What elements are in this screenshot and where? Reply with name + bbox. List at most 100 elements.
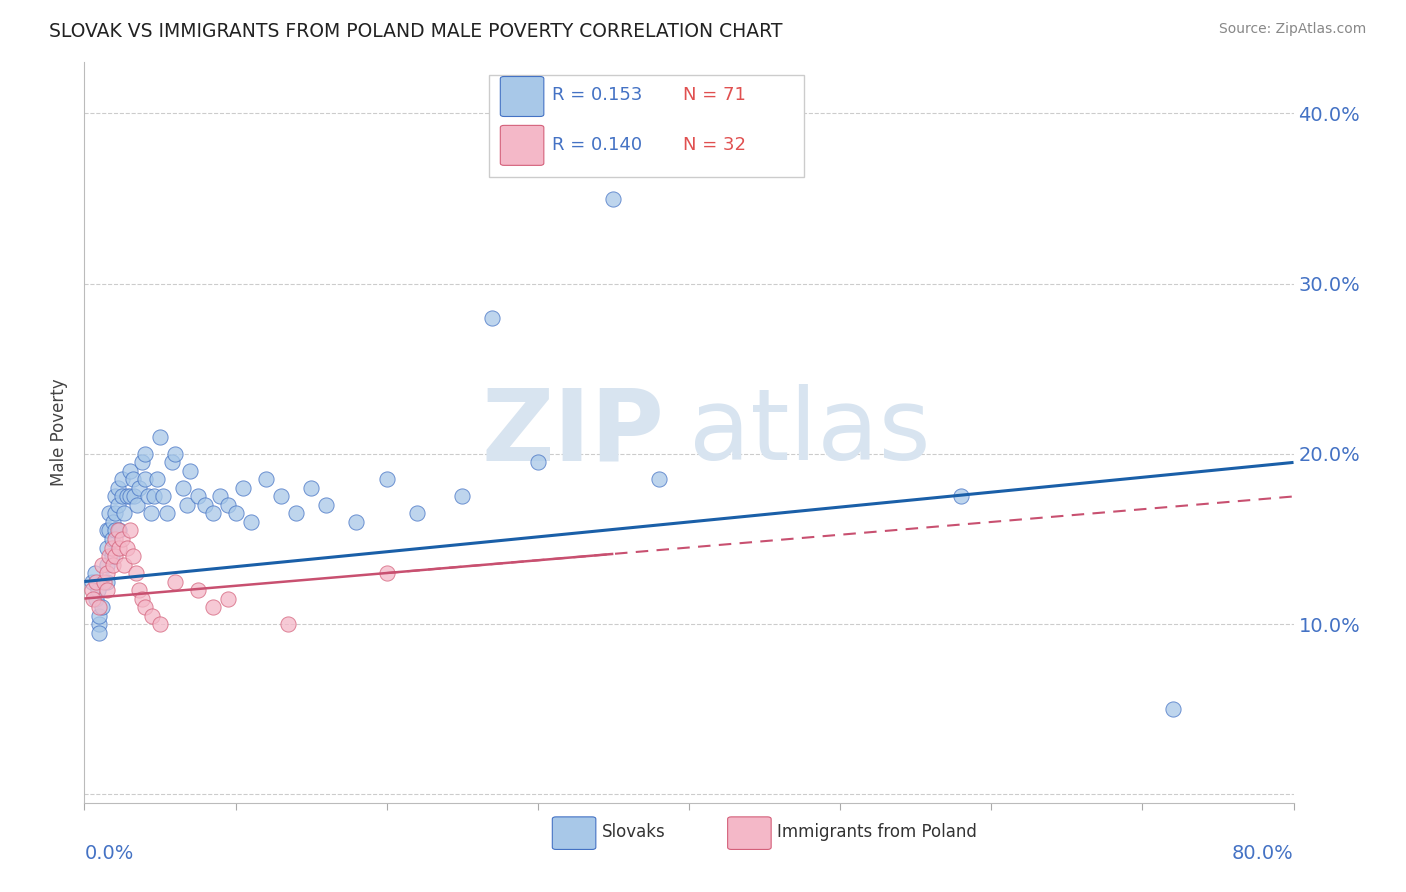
Point	[96, 582, 118, 597]
Point	[131, 455, 153, 469]
Point	[125, 566, 148, 580]
Point	[89, 617, 111, 632]
Point	[172, 481, 194, 495]
Point	[111, 472, 134, 486]
Text: 0.0%: 0.0%	[84, 844, 134, 863]
Point	[82, 591, 104, 606]
Point	[89, 608, 111, 623]
Point	[80, 582, 103, 597]
Point	[346, 515, 368, 529]
Point	[239, 515, 262, 529]
Point	[134, 472, 156, 486]
Text: 80.0%: 80.0%	[1232, 844, 1294, 863]
Point	[104, 524, 127, 538]
Point	[122, 490, 145, 504]
Point	[91, 558, 114, 572]
Point	[101, 558, 124, 572]
Point	[451, 490, 474, 504]
Point	[100, 541, 122, 555]
Point	[139, 507, 162, 521]
Point	[142, 490, 165, 504]
Point	[209, 490, 232, 504]
Point	[112, 558, 135, 572]
Point	[194, 498, 217, 512]
Point	[141, 608, 163, 623]
Text: Immigrants from Poland: Immigrants from Poland	[778, 823, 977, 841]
Point	[201, 507, 224, 521]
Point	[108, 524, 131, 538]
Point	[97, 524, 120, 538]
Text: N = 32: N = 32	[683, 136, 747, 154]
Point	[217, 498, 239, 512]
Point	[254, 472, 277, 486]
Point	[1161, 702, 1184, 716]
Point	[108, 541, 131, 555]
Text: N = 71: N = 71	[683, 87, 745, 104]
Point	[93, 574, 115, 589]
Point	[115, 490, 138, 504]
Point	[165, 574, 187, 589]
Point	[100, 532, 122, 546]
Point	[375, 566, 398, 580]
Y-axis label: Male Poverty: Male Poverty	[51, 379, 69, 486]
Point	[134, 447, 156, 461]
Point	[160, 455, 183, 469]
Point	[134, 600, 156, 615]
Point	[149, 617, 172, 632]
Point	[104, 532, 127, 546]
FancyBboxPatch shape	[501, 126, 544, 165]
Point	[375, 472, 398, 486]
Point	[149, 430, 172, 444]
Point	[104, 507, 127, 521]
Point	[121, 472, 143, 486]
FancyBboxPatch shape	[501, 77, 544, 117]
Point	[80, 574, 103, 589]
Point	[285, 507, 308, 521]
Point	[107, 481, 129, 495]
Point	[527, 455, 550, 469]
Point	[111, 490, 134, 504]
Point	[96, 541, 118, 555]
Point	[96, 558, 118, 572]
Point	[128, 481, 150, 495]
Point	[146, 472, 169, 486]
Point	[87, 582, 110, 597]
Point	[107, 498, 129, 512]
Point	[406, 507, 429, 521]
Text: atlas: atlas	[689, 384, 931, 481]
Point	[107, 524, 129, 538]
Point	[481, 310, 503, 325]
FancyBboxPatch shape	[553, 817, 596, 849]
Text: Slovaks: Slovaks	[602, 823, 665, 841]
Point	[225, 507, 247, 521]
Point	[111, 532, 134, 546]
Point	[217, 591, 239, 606]
Point	[121, 549, 143, 563]
Point	[115, 541, 138, 555]
Point	[112, 507, 135, 521]
Point	[176, 498, 198, 512]
Point	[152, 490, 174, 504]
Point	[97, 507, 120, 521]
Point	[118, 490, 141, 504]
Point	[299, 481, 322, 495]
Point	[270, 490, 292, 504]
Point	[277, 617, 299, 632]
Point	[118, 464, 141, 478]
Point	[232, 481, 254, 495]
FancyBboxPatch shape	[489, 75, 804, 178]
Point	[165, 447, 187, 461]
Point	[315, 498, 337, 512]
Point	[128, 582, 150, 597]
Point	[96, 524, 118, 538]
Point	[86, 591, 108, 606]
Point	[86, 574, 108, 589]
Point	[84, 566, 107, 580]
Point	[100, 549, 122, 563]
Text: Source: ZipAtlas.com: Source: ZipAtlas.com	[1219, 22, 1367, 37]
FancyBboxPatch shape	[728, 817, 770, 849]
Point	[136, 490, 159, 504]
Text: ZIP: ZIP	[482, 384, 665, 481]
Text: R = 0.153: R = 0.153	[553, 87, 643, 104]
Point	[118, 524, 141, 538]
